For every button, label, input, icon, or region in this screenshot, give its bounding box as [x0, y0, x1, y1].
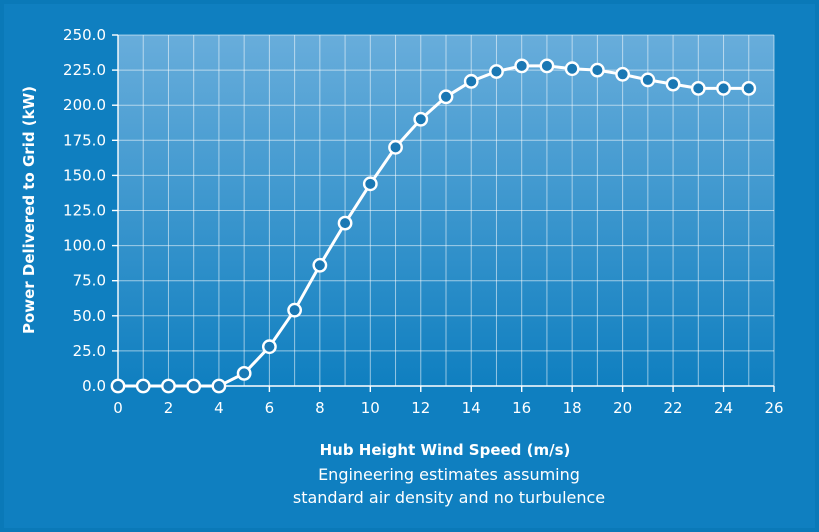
data-point	[287, 302, 303, 318]
x-tick-label: 2	[164, 399, 174, 417]
data-point	[741, 80, 757, 96]
data-point	[362, 176, 378, 192]
y-tick-label: 200.0	[63, 96, 106, 114]
data-point	[489, 64, 504, 79]
y-tick-label: 50.0	[73, 307, 106, 325]
data-point	[690, 80, 706, 96]
data-point	[665, 76, 681, 92]
y-tick-label: 125.0	[63, 202, 106, 220]
data-point	[438, 89, 454, 105]
x-tick-label: 12	[411, 399, 430, 417]
data-point	[716, 80, 731, 96]
x-tick-label: 10	[361, 399, 380, 417]
data-point	[514, 58, 530, 74]
data-point	[211, 378, 227, 394]
y-tick-label: 250.0	[63, 26, 106, 44]
x-tick-label: 20	[613, 399, 632, 417]
x-tick-label: 22	[664, 399, 683, 417]
data-point	[186, 378, 202, 394]
y-axis-title: Power Delivered to Grid (kW)	[20, 86, 38, 334]
grid-lines	[118, 34, 775, 386]
y-tick-label: 75.0	[73, 272, 106, 290]
data-point	[539, 58, 555, 74]
x-tick-label: 6	[265, 399, 275, 417]
y-tick-label: 0.0	[82, 377, 106, 395]
x-tick-labels: 0 2 4 6 8 10 12 14 16 18 20 22 24 26	[113, 399, 783, 417]
data-point	[413, 111, 429, 127]
x-tick-label: 0	[113, 399, 123, 417]
x-tick-label: 16	[512, 399, 531, 417]
data-point	[589, 62, 605, 78]
data-point	[564, 61, 580, 77]
y-tick-label: 175.0	[63, 131, 106, 149]
x-tick-label: 26	[764, 399, 783, 417]
power-curve-chart: 0.0 25.0 50.0 75.0 100.0 125.0 150.0 175.0 200.0…	[20, 26, 784, 507]
x-axis-title: Hub Height Wind Speed (m/s)	[320, 441, 571, 459]
data-point	[236, 365, 252, 381]
chart-note-line-1: Engineering estimates assuming	[318, 465, 580, 484]
y-tick-label: 25.0	[73, 342, 106, 360]
y-tick-label: 150.0	[63, 166, 106, 184]
y-tick-label: 100.0	[63, 237, 106, 255]
data-point	[110, 378, 126, 394]
data-point	[640, 72, 656, 88]
data-point	[161, 378, 176, 394]
data-point	[615, 66, 631, 82]
data-point	[261, 339, 277, 355]
data-point	[388, 139, 403, 155]
y-tick-labels: 0.0 25.0 50.0 75.0 100.0 125.0 150.0 175.0 200.0…	[63, 26, 106, 395]
data-point	[135, 378, 151, 394]
x-tick-label: 14	[462, 399, 481, 417]
x-tick-label: 24	[714, 399, 733, 417]
x-tick-label: 4	[214, 399, 224, 417]
data-point	[312, 257, 328, 273]
x-tick-label: 18	[563, 399, 582, 417]
data-points	[110, 58, 757, 394]
data-point	[337, 215, 353, 231]
data-point	[463, 73, 479, 89]
x-tick-label: 8	[315, 399, 325, 417]
chart-note-line-2: standard air density and no turbulence	[293, 488, 605, 507]
y-tick-label: 225.0	[63, 61, 106, 79]
chart-frame: 0.0 25.0 50.0 75.0 100.0 125.0 150.0 175.0 200.0…	[4, 4, 815, 528]
